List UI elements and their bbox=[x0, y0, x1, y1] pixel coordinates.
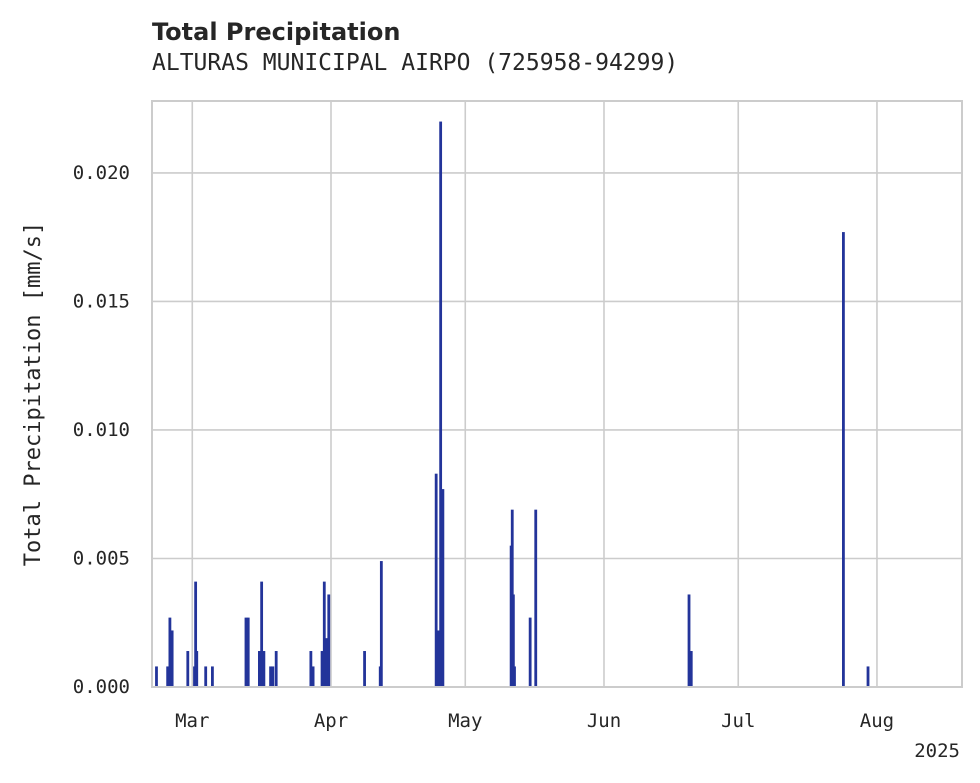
precip-bar bbox=[195, 651, 199, 687]
precip-bar bbox=[437, 630, 440, 687]
y-tick-label: 0.000 bbox=[73, 676, 130, 698]
y-tick-label: 0.015 bbox=[73, 290, 130, 312]
precip-bar bbox=[842, 232, 845, 687]
bar-series bbox=[155, 121, 870, 687]
precip-bar bbox=[866, 666, 870, 687]
x-tick-label: Mar bbox=[175, 710, 209, 732]
precip-bar bbox=[262, 651, 266, 687]
y-axis-label: Total Precipitation [mm/s] bbox=[21, 222, 46, 566]
y-tick-label: 0.020 bbox=[73, 162, 130, 184]
precip-bar bbox=[269, 666, 272, 687]
precip-bar bbox=[244, 617, 248, 687]
chart-subtitle: ALTURAS MUNICIPAL AIRPO (725958-94299) bbox=[152, 50, 679, 76]
precip-bar bbox=[246, 617, 250, 687]
precip-bar bbox=[322, 581, 326, 687]
chart-title: Total Precipitation bbox=[152, 18, 401, 46]
precip-bar bbox=[166, 666, 170, 687]
precip-bar bbox=[320, 651, 324, 687]
precip-bar bbox=[534, 509, 538, 687]
precip-bar bbox=[689, 651, 693, 687]
precip-bar bbox=[274, 651, 278, 687]
precip-bar bbox=[311, 666, 315, 687]
precip-bar bbox=[309, 651, 313, 687]
precip-bar bbox=[258, 651, 261, 687]
y-tick-label: 0.005 bbox=[73, 547, 130, 569]
precip-bar bbox=[204, 666, 208, 687]
y-tick-label: 0.010 bbox=[73, 419, 130, 441]
precip-bar bbox=[513, 666, 516, 687]
precip-bar bbox=[441, 489, 445, 687]
precip-bar bbox=[155, 666, 158, 687]
precip-bar bbox=[170, 630, 174, 687]
precip-bar bbox=[363, 651, 366, 687]
x-axis-ticks: Mar Apr May Jun Jul Aug bbox=[175, 710, 894, 732]
precip-bar bbox=[168, 617, 172, 687]
precip-bar bbox=[186, 651, 190, 687]
x-axis-year-label: 2025 bbox=[914, 740, 960, 762]
x-tick-label: Jun bbox=[587, 710, 621, 732]
precip-bar bbox=[271, 666, 275, 687]
precip-bar bbox=[327, 594, 331, 687]
x-tick-label: May bbox=[448, 710, 482, 732]
precip-bar bbox=[439, 121, 443, 687]
precip-bar bbox=[379, 561, 383, 687]
x-tick-label: Apr bbox=[314, 710, 348, 732]
grid bbox=[152, 101, 962, 688]
precip-bar bbox=[528, 617, 532, 687]
precip-bar bbox=[194, 581, 198, 687]
y-axis-ticks: 0.000 0.005 0.010 0.015 0.020 bbox=[73, 162, 130, 698]
x-tick-label: Aug bbox=[860, 710, 894, 732]
precip-bar bbox=[687, 594, 691, 687]
plot-frame bbox=[151, 100, 963, 688]
precip-bar bbox=[260, 581, 264, 687]
precip-bar bbox=[325, 638, 328, 687]
title-block: Total Precipitation ALTURAS MUNICIPAL AI… bbox=[152, 16, 678, 78]
precip-bar bbox=[211, 666, 214, 687]
x-tick-label: Jul bbox=[721, 710, 755, 732]
precip-bar bbox=[434, 473, 438, 687]
precip-bar bbox=[511, 594, 515, 687]
